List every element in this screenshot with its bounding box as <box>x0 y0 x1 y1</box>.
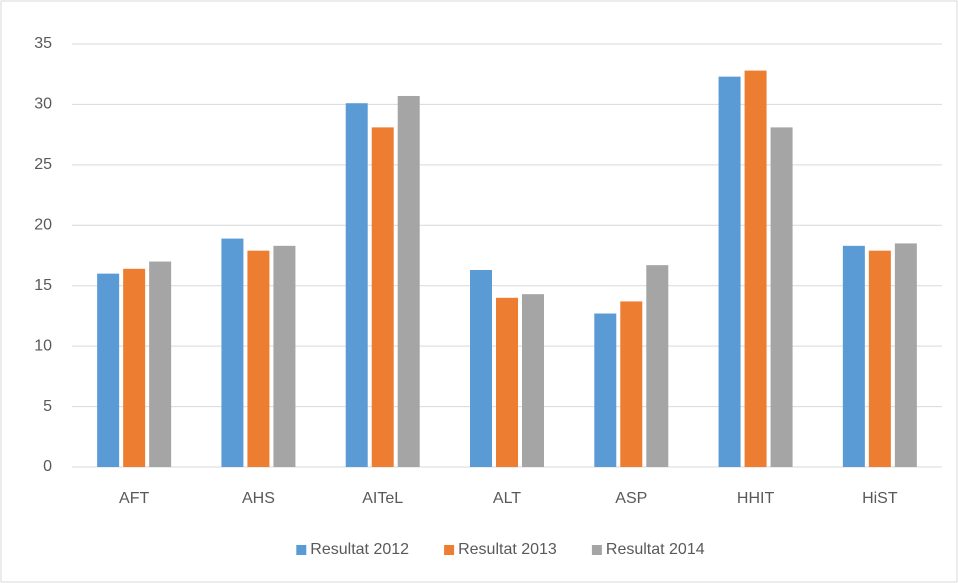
bar <box>522 294 544 467</box>
bar <box>496 297 518 467</box>
bar <box>744 70 767 468</box>
legend-label: Resultat 2013 <box>458 541 557 558</box>
y-tick-label: 0 <box>43 458 52 475</box>
x-tick-label: HHIT <box>737 490 775 507</box>
bar <box>273 245 296 467</box>
legend-label: Resultat 2012 <box>310 541 409 558</box>
y-tick-label: 25 <box>34 156 52 173</box>
legend-swatch <box>444 545 455 555</box>
y-tick-label: 35 <box>34 35 52 52</box>
bar <box>718 76 741 467</box>
bar <box>894 243 917 467</box>
bar <box>620 301 643 467</box>
bar <box>470 270 492 467</box>
y-tick-label: 5 <box>43 398 52 415</box>
x-tick-label: AITeL <box>362 490 403 507</box>
bar <box>221 238 244 467</box>
x-tick-label: AFT <box>119 490 149 507</box>
bar <box>149 261 172 467</box>
bar <box>345 103 368 467</box>
y-tick-label: 20 <box>34 217 52 234</box>
x-tick-label: HiST <box>862 490 898 507</box>
bar <box>594 313 617 467</box>
legend-swatch <box>296 545 307 555</box>
x-tick-label: ALT <box>493 490 521 507</box>
bar <box>397 95 420 468</box>
bar <box>97 273 120 467</box>
y-tick-label: 30 <box>34 96 52 113</box>
y-tick-label: 10 <box>34 337 52 354</box>
bar <box>371 127 394 468</box>
legend-label: Resultat 2014 <box>606 541 705 558</box>
x-tick-label: AHS <box>242 490 275 507</box>
bar <box>646 265 669 467</box>
legend-swatch <box>591 545 602 555</box>
bar <box>868 250 891 467</box>
bar <box>247 250 270 467</box>
y-tick-label: 15 <box>34 277 52 294</box>
bar <box>123 268 146 467</box>
bar <box>770 127 793 468</box>
x-tick-label: ASP <box>615 490 647 507</box>
bar <box>842 245 865 467</box>
